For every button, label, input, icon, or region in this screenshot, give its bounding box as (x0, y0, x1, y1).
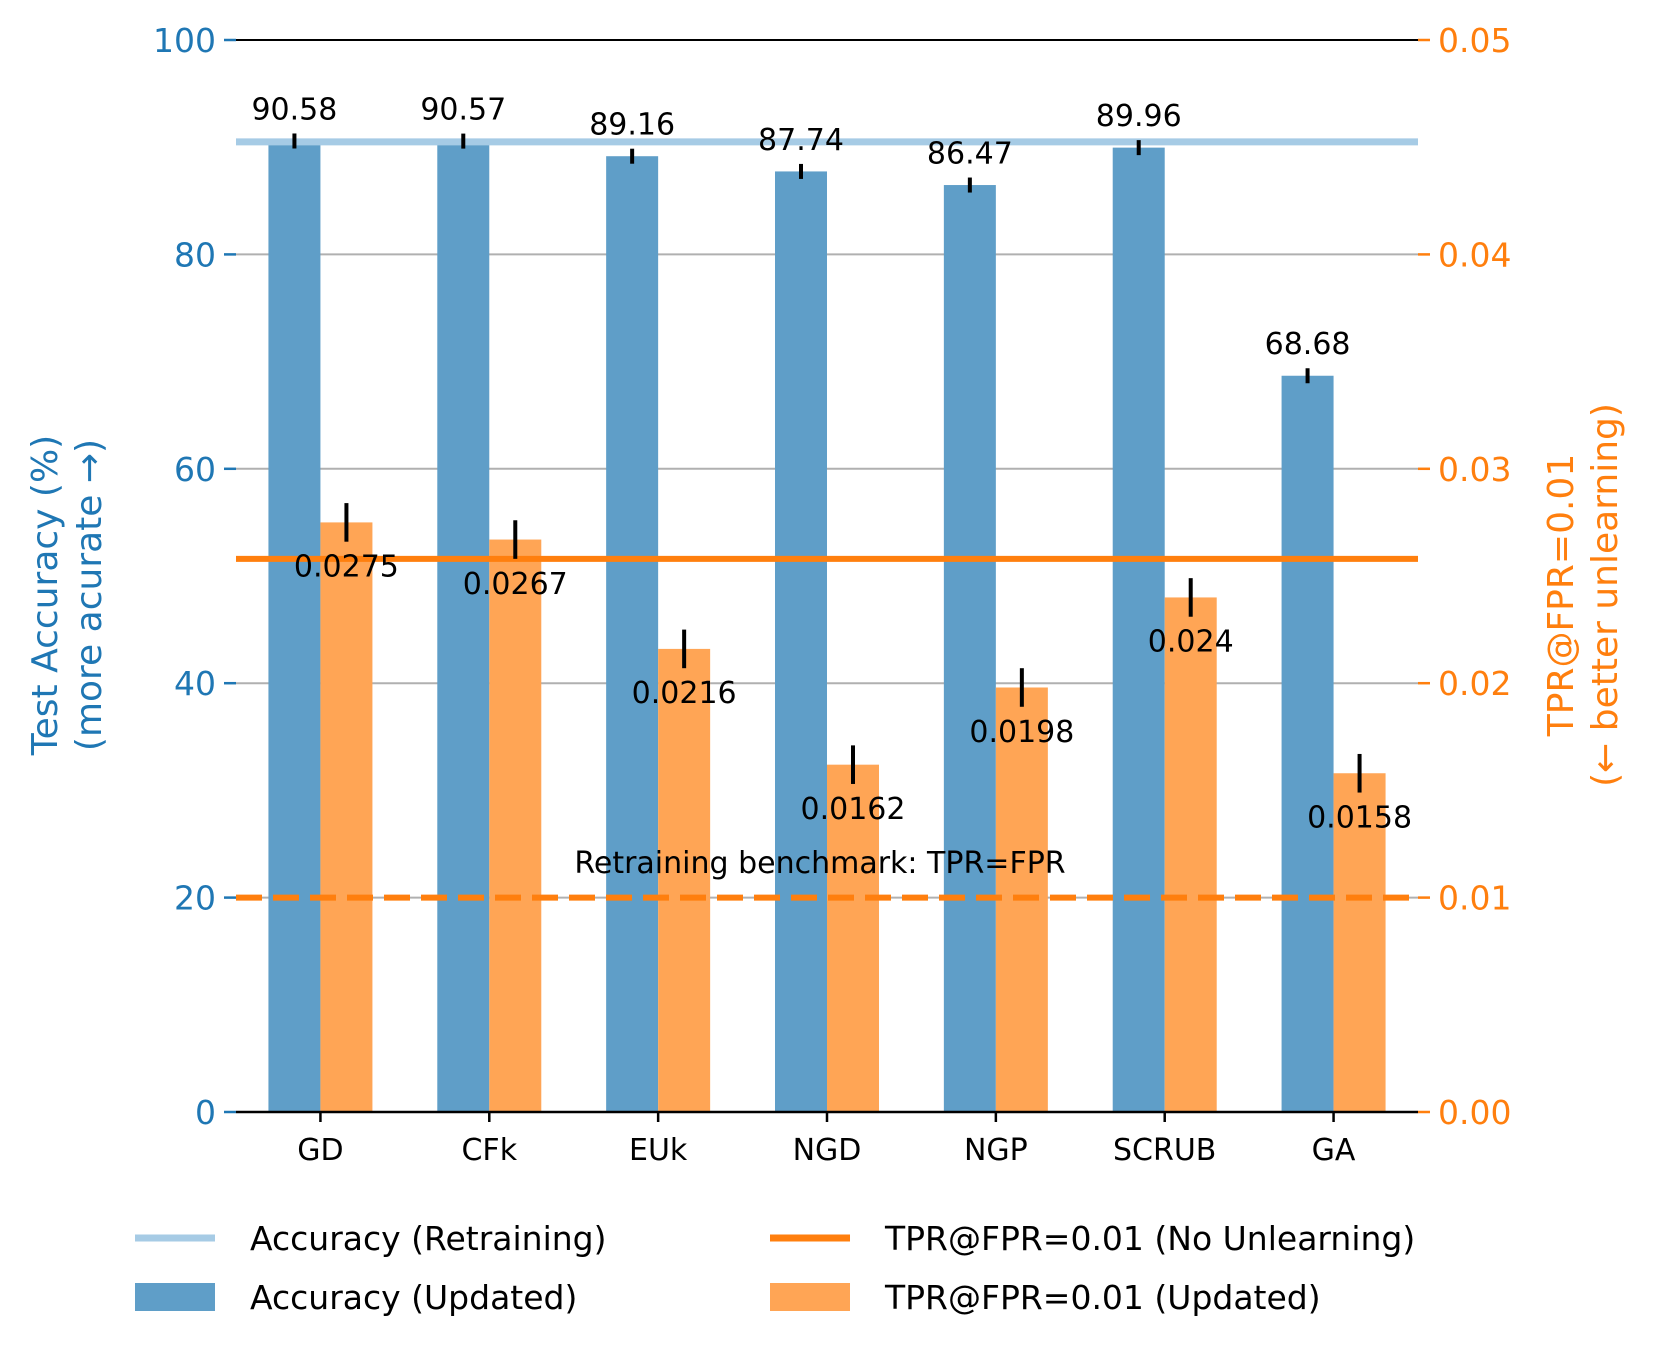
legend-swatch-accuracy-updated (135, 1283, 215, 1311)
x-tick-label-gd: GD (297, 1133, 343, 1168)
legend-label-tpr-fpr-0-01-no-unlearning: TPR@FPR=0.01 (No Unlearning) (884, 1219, 1415, 1258)
bar-accuracy-ngp (943, 185, 996, 1112)
y-right-tick-label-0-01: 0.01 (1438, 879, 1511, 918)
x-tick-label-ngd: NGD (793, 1133, 862, 1168)
bar-accuracy-ngd (775, 171, 827, 1113)
x-tick-label-cfk: CFk (461, 1133, 517, 1168)
y-right-tick-label-0-04: 0.04 (1438, 235, 1511, 274)
bars (268, 140, 1386, 1113)
value-label-accuracy-gd: 90.58 (251, 92, 337, 127)
value-label-tpr-scrub: 0.024 (1148, 625, 1234, 660)
x-tick-label-ngp: NGP (964, 1133, 1028, 1168)
bar-tpr-cfk (489, 539, 542, 1112)
error-bars (292, 133, 1362, 793)
y-right-tick-label-0-02: 0.02 (1438, 664, 1511, 703)
bar-accuracy-gd (268, 140, 321, 1112)
bar-accuracy-euk (606, 156, 659, 1112)
value-label-tpr-euk: 0.0216 (632, 676, 737, 711)
y-left-tick-label-40: 40 (174, 664, 216, 703)
bar-accuracy-cfk (437, 141, 490, 1112)
legend-label-accuracy-retraining: Accuracy (Retraining) (250, 1219, 607, 1258)
bar-tpr-gd (320, 522, 373, 1112)
y-left-axis-subtitle: (more acurate →) (69, 439, 110, 751)
reference-lines (236, 138, 1418, 901)
value-label-accuracy-ngd: 87.74 (758, 123, 844, 158)
value-label-accuracy-euk: 89.16 (589, 108, 675, 143)
bar-tpr-ngd (827, 764, 879, 1112)
x-tick-label-ga: GA (1312, 1133, 1356, 1168)
bar-tpr-ga (1333, 773, 1386, 1112)
y-left-tick-label-100: 100 (153, 21, 216, 60)
bar-tpr-euk (658, 648, 711, 1112)
axes: 0 20 40 60 80 100 0.00 0.01 0.02 0.03 0.04 0.05 GD CF… (153, 21, 1511, 1168)
y-right-axis-subtitle: (← better unlearning) (1585, 403, 1626, 787)
legend-swatch-tpr-fpr-0-01-updated (770, 1283, 850, 1311)
legend-label-accuracy-updated: Accuracy (Updated) (250, 1278, 577, 1317)
bar-tpr-scrub (1164, 597, 1217, 1112)
y-left-tick-label-0: 0 (195, 1093, 216, 1132)
y-right-tick-label-0-05: 0.05 (1438, 21, 1511, 60)
y-right-tick-label-0-03: 0.03 (1438, 450, 1511, 489)
value-label-accuracy-ga: 68.68 (1265, 327, 1351, 362)
y-right-axis-title: TPR@FPR=0.01 (1541, 454, 1582, 737)
value-label-tpr-ngp: 0.0198 (969, 715, 1074, 750)
data-labels: 90.58 0.0275 90.57 0.0267 89.16 0.0216 87.74 0.… (251, 92, 1412, 835)
y-left-tick-label-20: 20 (174, 879, 216, 918)
value-label-tpr-ngd: 0.0162 (801, 792, 906, 827)
value-label-tpr-cfk: 0.0267 (463, 567, 568, 602)
y-right-tick-label-0-00: 0.00 (1438, 1093, 1511, 1132)
legend: Accuracy (Retraining) TPR@FPR=0.01 (No Un… (135, 1219, 1415, 1317)
x-tick-label-euk: EUk (629, 1133, 688, 1168)
retraining-benchmark-annotation: Retraining benchmark: TPR=FPR (574, 846, 1065, 881)
value-label-tpr-ga: 0.0158 (1307, 801, 1412, 836)
x-tick-label-scrub: SCRUB (1113, 1133, 1216, 1168)
value-label-tpr-gd: 0.0275 (294, 550, 399, 585)
bar-accuracy-scrub (1112, 147, 1165, 1113)
legend-label-tpr-fpr-0-01-updated: TPR@FPR=0.01 (Updated) (884, 1278, 1321, 1317)
value-label-accuracy-scrub: 89.96 (1096, 99, 1182, 134)
y-left-tick-label-60: 60 (174, 450, 216, 489)
value-label-accuracy-ngp: 86.47 (927, 137, 1013, 172)
y-left-axis-title: Test Accuracy (%) (25, 435, 66, 756)
y-left-tick-label-80: 80 (174, 235, 216, 274)
bar-accuracy-ga (1281, 375, 1334, 1113)
value-label-accuracy-cfk: 90.57 (420, 93, 506, 128)
